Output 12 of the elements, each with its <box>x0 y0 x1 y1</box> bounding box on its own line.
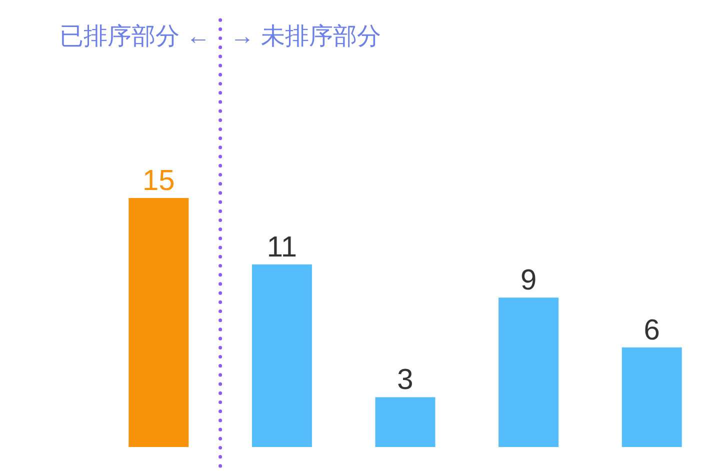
data-label: 6 <box>644 314 660 346</box>
bar <box>622 347 682 447</box>
text: → 未排序部分 <box>230 23 381 50</box>
data-label: 15 <box>142 165 175 197</box>
bar <box>128 198 189 447</box>
data-label: 3 <box>397 364 414 396</box>
bar <box>252 264 312 447</box>
bar <box>498 298 559 447</box>
data-label: 11 <box>266 231 298 264</box>
text: 已排序部分 ← <box>60 23 210 50</box>
bar <box>375 397 436 447</box>
data-label: 9 <box>520 264 537 297</box>
